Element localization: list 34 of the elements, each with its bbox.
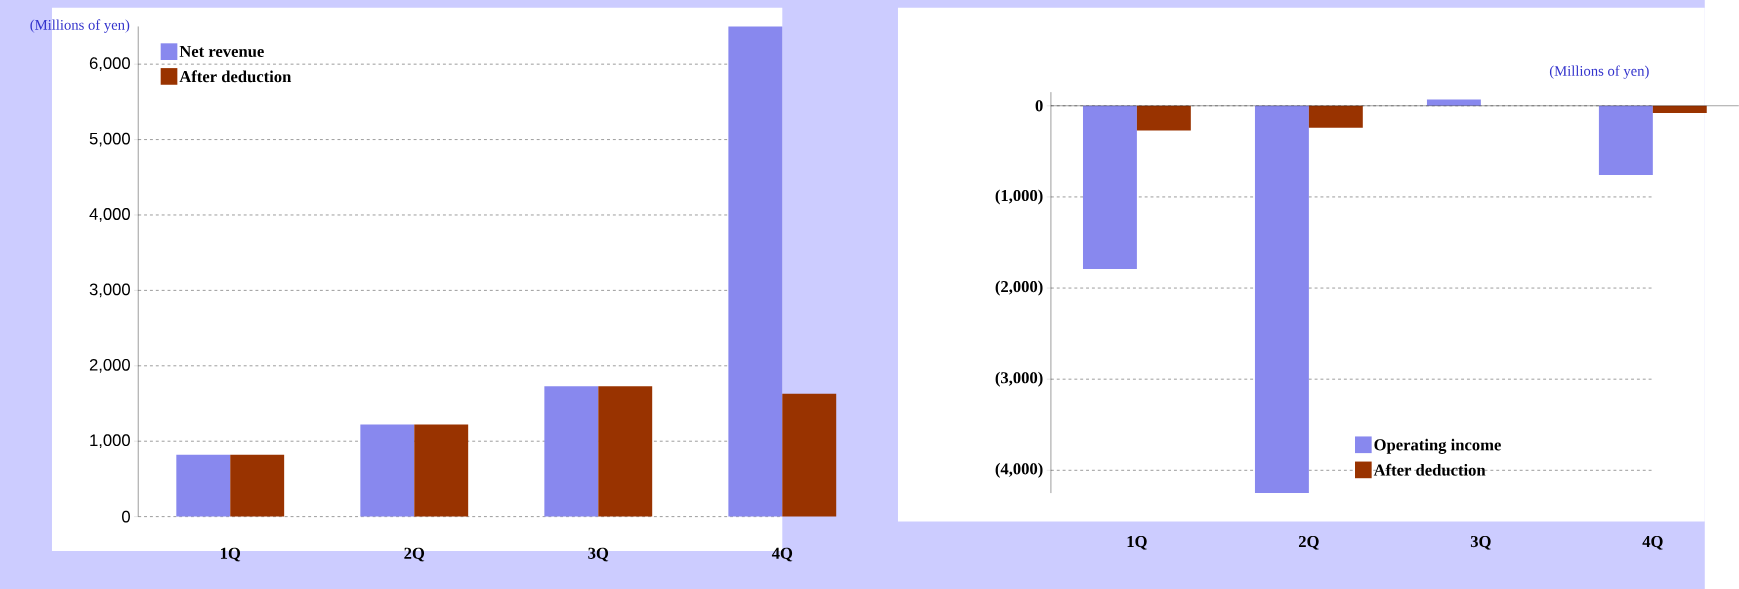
bar xyxy=(728,26,783,517)
x-tick-label: 3Q xyxy=(588,547,609,562)
y-tick-label: 2,000 xyxy=(89,358,130,373)
y-tick-label: 0 xyxy=(122,510,130,523)
x-tick-label: 4Q xyxy=(771,547,793,562)
legend-label: Net revenue xyxy=(179,45,264,57)
y-tick-label: 3,000 xyxy=(89,283,130,298)
x-tick-label: 2Q xyxy=(404,547,425,562)
bar xyxy=(230,454,285,517)
legend-label: After deduction xyxy=(1373,463,1486,476)
y-tick-label: 1,000 xyxy=(90,434,130,448)
x-tick-label: 1Q xyxy=(220,547,241,562)
y-tick-label: 6,000 xyxy=(89,57,130,71)
bar xyxy=(414,424,469,517)
legend-label: After deduction xyxy=(179,70,292,83)
y-axis-title: (Millions of yen) xyxy=(1549,65,1649,79)
bar xyxy=(544,386,599,517)
bar xyxy=(360,424,415,517)
y-tick-label: 0 xyxy=(1035,100,1043,112)
y-tick-label: (4,000) xyxy=(995,462,1043,478)
y-tick-label: 4,000 xyxy=(89,208,130,222)
x-tick-label: 3Q xyxy=(1470,535,1491,550)
bar xyxy=(176,454,231,517)
x-tick-label: 2Q xyxy=(1298,535,1319,550)
legend-label: Operating income xyxy=(1374,438,1501,454)
x-tick-label: 4Q xyxy=(1642,535,1663,550)
y-tick-label: (1,000) xyxy=(995,189,1043,205)
y-axis-title: (Millions of yen) xyxy=(30,19,130,33)
y-tick-label: 5,000 xyxy=(89,132,130,147)
bar xyxy=(782,393,837,517)
x-tick-label: 1Q xyxy=(1127,535,1147,550)
y-tick-label: (2,000) xyxy=(995,280,1043,296)
bar xyxy=(598,386,653,517)
y-tick-label: (3,000) xyxy=(995,371,1043,387)
